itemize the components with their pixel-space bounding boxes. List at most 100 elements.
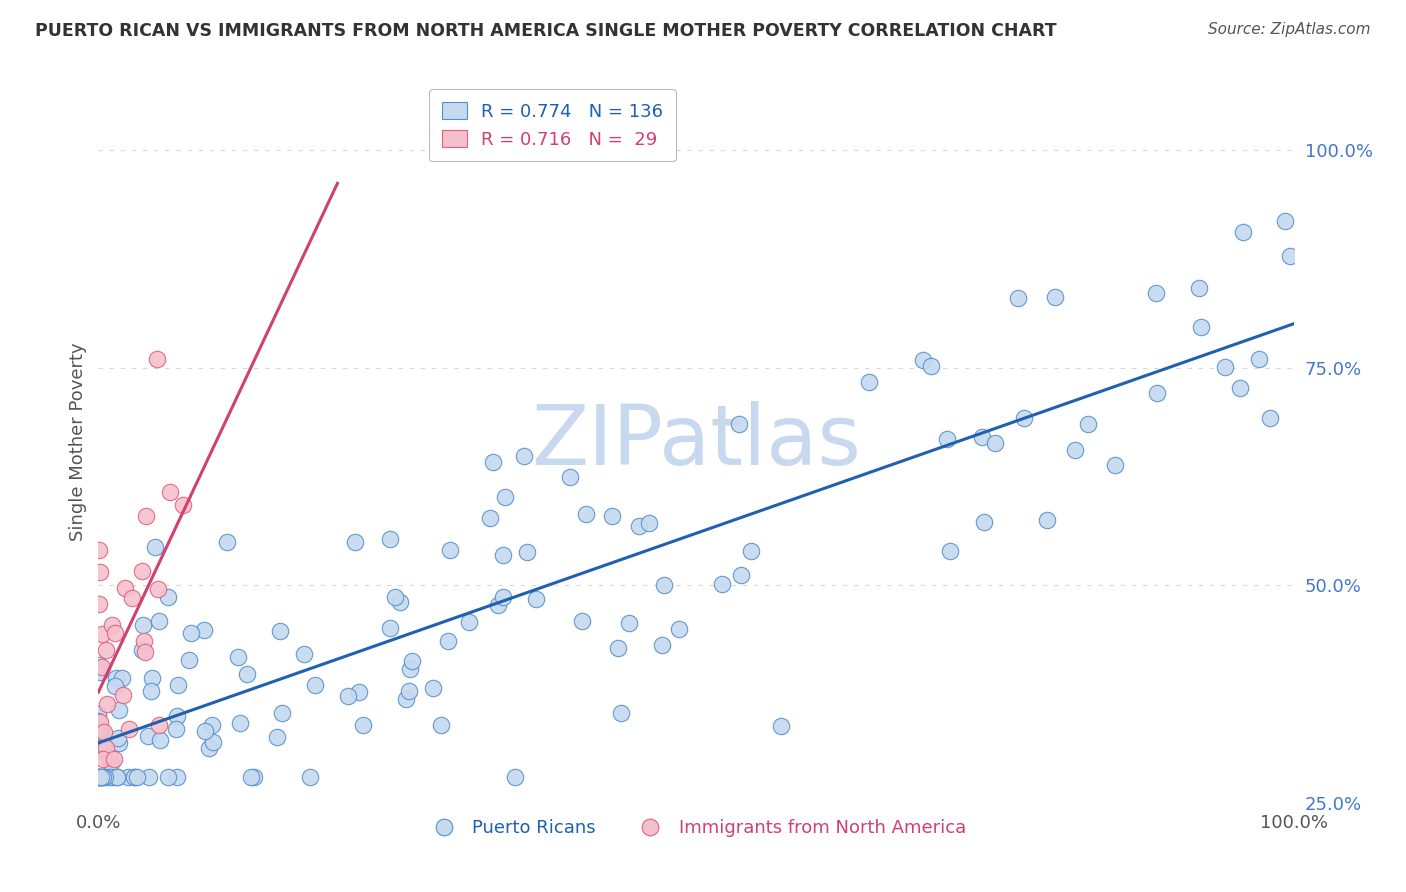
Point	[628, 519, 651, 533]
Point	[1036, 513, 1059, 527]
Point	[134, 645, 156, 659]
Point	[858, 375, 880, 389]
Point	[457, 615, 479, 630]
Point	[337, 690, 360, 704]
Point	[105, 671, 128, 685]
Point	[87, 658, 110, 673]
Point	[1007, 291, 1029, 305]
Point	[149, 732, 172, 747]
Point	[148, 614, 170, 628]
Point	[197, 741, 219, 756]
Point	[299, 770, 322, 784]
Point	[89, 566, 111, 580]
Point	[1144, 286, 1167, 301]
Point	[492, 549, 515, 563]
Point	[575, 508, 598, 522]
Point	[124, 770, 146, 784]
Point	[148, 718, 170, 732]
Point	[607, 641, 630, 656]
Point	[398, 683, 420, 698]
Point	[165, 723, 187, 737]
Point	[87, 770, 110, 784]
Point	[730, 567, 752, 582]
Point	[179, 653, 201, 667]
Point	[437, 633, 460, 648]
Point	[422, 681, 444, 695]
Point	[494, 490, 516, 504]
Point	[513, 449, 536, 463]
Point	[131, 564, 153, 578]
Point	[96, 643, 118, 657]
Point	[401, 654, 423, 668]
Point	[89, 714, 111, 729]
Point	[89, 665, 111, 679]
Point	[271, 706, 294, 720]
Point	[668, 622, 690, 636]
Point	[93, 725, 115, 739]
Point	[90, 723, 112, 738]
Point	[118, 722, 141, 736]
Point	[122, 770, 145, 784]
Point	[304, 678, 326, 692]
Point	[143, 540, 166, 554]
Point	[156, 770, 179, 784]
Point	[141, 683, 163, 698]
Point	[141, 672, 163, 686]
Y-axis label: Single Mother Poverty: Single Mother Poverty	[69, 343, 87, 541]
Point	[111, 672, 134, 686]
Point	[389, 595, 412, 609]
Point	[973, 516, 995, 530]
Point	[167, 678, 190, 692]
Point	[1274, 214, 1296, 228]
Point	[911, 353, 934, 368]
Point	[138, 770, 160, 784]
Point	[516, 545, 538, 559]
Point	[91, 770, 114, 784]
Point	[107, 702, 129, 716]
Point	[91, 770, 114, 784]
Point	[96, 740, 118, 755]
Point	[87, 706, 110, 721]
Point	[1077, 417, 1099, 432]
Point	[1189, 320, 1212, 334]
Point	[105, 770, 128, 784]
Point	[236, 667, 259, 681]
Point	[145, 351, 167, 366]
Point	[728, 417, 751, 431]
Point	[121, 591, 143, 606]
Point	[98, 770, 121, 784]
Point	[505, 770, 527, 784]
Point	[90, 770, 112, 784]
Point	[243, 770, 266, 784]
Point	[398, 662, 420, 676]
Point	[166, 770, 188, 784]
Point	[87, 770, 110, 784]
Point	[439, 543, 461, 558]
Point	[156, 590, 179, 604]
Point	[226, 650, 249, 665]
Point	[132, 634, 155, 648]
Point	[87, 770, 110, 784]
Point	[105, 770, 128, 784]
Point	[146, 582, 169, 596]
Point	[135, 509, 157, 524]
Point	[132, 618, 155, 632]
Point	[101, 618, 124, 632]
Point	[131, 642, 153, 657]
Point	[430, 717, 453, 731]
Point	[104, 626, 127, 640]
Point	[104, 679, 127, 693]
Point	[108, 735, 131, 749]
Point	[112, 688, 135, 702]
Point	[201, 718, 224, 732]
Point	[89, 723, 111, 738]
Point	[229, 716, 252, 731]
Point	[1215, 360, 1237, 375]
Point	[740, 544, 762, 558]
Point	[215, 535, 238, 549]
Point	[87, 543, 110, 558]
Point	[89, 724, 111, 739]
Point	[193, 624, 215, 638]
Point	[558, 469, 581, 483]
Point	[292, 647, 315, 661]
